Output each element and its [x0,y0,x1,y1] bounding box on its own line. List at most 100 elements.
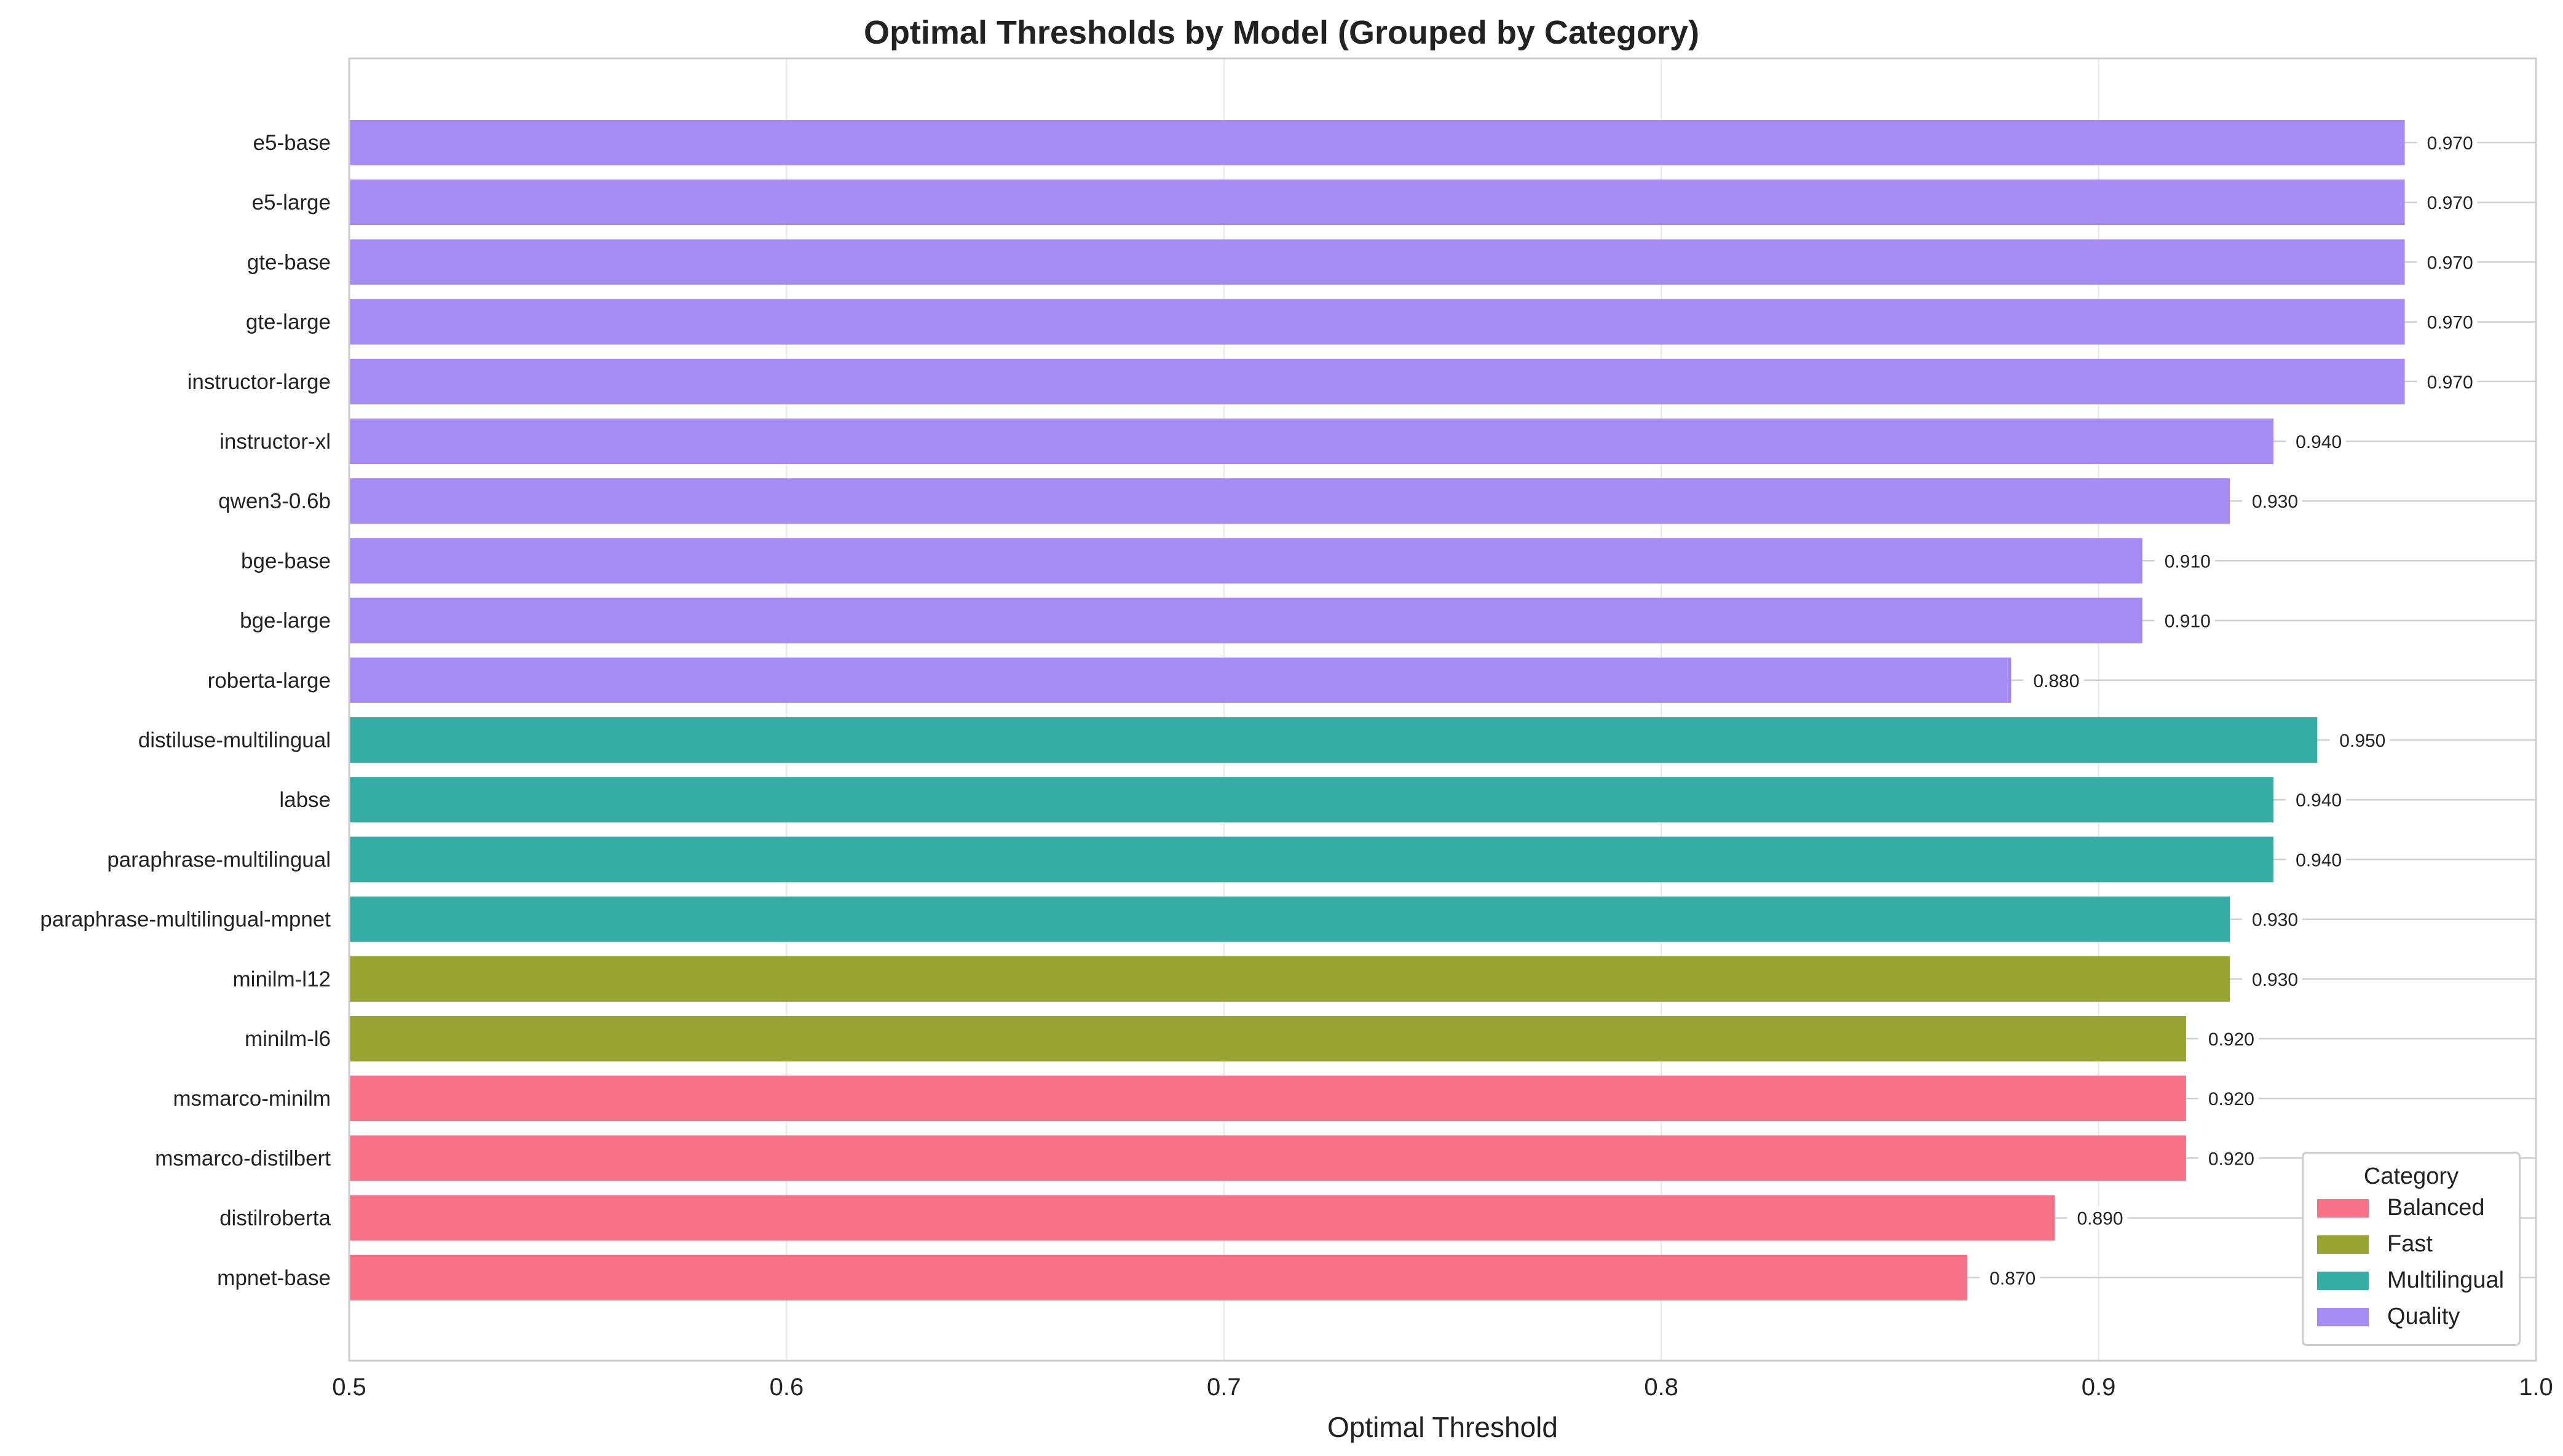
bar-label-background [2417,131,2478,154]
bar-label-background [2417,310,2478,334]
bar [349,1076,2186,1122]
y-tick-label: gte-base [247,250,331,274]
y-tick-labels: e5-base e5-large gte-base gte-large instruct… [40,131,331,1290]
bar-value-label: 0.910 [2165,612,2211,632]
x-tick-label: 0.9 [2082,1374,2116,1401]
bar-label-background [2198,1087,2259,1111]
y-tick-label: e5-base [253,131,331,155]
bar [349,419,2274,464]
bar [349,179,2405,226]
bar [349,478,2230,524]
bar-value-label: 0.920 [2208,1029,2254,1050]
bar-value-label: 0.970 [2427,133,2473,154]
chart-title: Optimal Thresholds by Model (Grouped by … [863,14,1700,51]
bar-value-label: 0.880 [2033,671,2079,691]
bar-label-background [2417,369,2478,393]
y-tick-label: paraphrase-multilingual-mpnet [40,908,331,932]
bar-label-background [2329,728,2390,752]
legend-title: Category [2363,1163,2459,1189]
y-tick-label: msmarco-minilm [173,1087,331,1111]
bar-value-label: 0.930 [2252,970,2298,990]
bar-label-background [2417,250,2478,274]
x-axis-label: Optimal Threshold [1327,1411,1558,1443]
x-tick-labels: 0.5 0.6 0.7 0.8 0.9 1.0 [332,1374,2553,1401]
y-tick-label: distilroberta [219,1206,331,1230]
bar-label-background [2242,907,2303,931]
y-tick-label: minilm-l12 [233,967,331,991]
bar-label-background [2023,668,2084,692]
bar [349,120,2405,165]
legend-swatch [2317,1307,2369,1326]
bar-label-background [2154,549,2215,573]
y-tick-label: qwen3-0.6b [218,489,331,513]
bar-label-background [2067,1206,2128,1230]
bar [349,239,2405,285]
bar [349,1135,2186,1181]
y-tick-label: instructor-xl [219,430,331,454]
bar-label-background [1980,1265,2040,1289]
y-tick-label: e5-large [252,191,331,214]
bar [349,538,2142,584]
legend-item: Multilingual [2317,1262,2519,1299]
bar [349,717,2318,763]
bar [349,896,2230,942]
y-tick-label: msmarco-distilbert [155,1146,331,1170]
legend-item: Balanced [2317,1190,2519,1226]
bar-value-label: 0.970 [2427,193,2473,213]
bar-value-label: 0.920 [2208,1149,2254,1169]
bar [349,657,2012,703]
y-tick-label: paraphrase-multilingual [107,848,331,872]
bar [349,358,2405,404]
x-tick-label: 0.8 [1644,1374,1678,1401]
y-tick-label: roberta-large [208,669,331,693]
legend-label: Fast [2387,1231,2433,1257]
legend-swatch [2317,1198,2369,1218]
y-tick-label: bge-large [240,609,331,633]
bar [349,836,2274,883]
bar-value-label: 0.940 [2296,850,2342,870]
legend-label: Multilingual [2387,1267,2505,1293]
plot-area-frame [348,57,2537,1362]
bar-value-label: 0.940 [2296,790,2342,811]
x-tick-label: 0.6 [770,1374,804,1401]
bar-value-label: 0.950 [2339,731,2385,751]
bar-label-background [2198,1027,2259,1050]
legend-item: Fast [2317,1226,2519,1262]
y-tick-label: labse [279,788,331,812]
y-tick-label: bge-base [241,549,331,573]
bar [349,299,2405,345]
bar-value-label: 0.970 [2427,372,2473,393]
legend: Category Balanced Fast Multilingual Quality [2302,1152,2521,1346]
bar [349,597,2142,643]
y-tick-label: distiluse-multilingual [138,728,331,752]
bar-label-background [2198,1146,2259,1170]
bar [349,1016,2186,1061]
y-tick-label: minilm-l6 [245,1027,331,1051]
bar [349,1254,1968,1301]
bars [349,120,2405,1301]
bar-label-background [2286,430,2347,453]
legend-swatch [2317,1271,2369,1290]
bar [349,956,2230,1002]
bar-value-label: 0.970 [2427,313,2473,333]
bar-label-background [2417,191,2478,214]
bar-value-label: 0.930 [2252,492,2298,512]
bar-value-label: 0.970 [2427,253,2473,273]
bar [349,777,2274,823]
x-tick-label: 0.5 [332,1374,366,1401]
bar-value-label: 0.930 [2252,910,2298,931]
bar-label-background [2286,788,2347,812]
bar-value-label: 0.920 [2208,1089,2254,1109]
bar-value-labels: 0.970 0.970 0.970 0.970 0.970 0.940 0.930 0.910… [1980,131,2478,1289]
bar-value-label: 0.890 [2077,1209,2123,1229]
x-tick-label: 1.0 [2519,1374,2553,1401]
y-tick-label: mpnet-base [217,1266,331,1290]
legend-swatch [2317,1235,2369,1254]
legend-label: Quality [2387,1304,2460,1329]
legend-item: Quality [2317,1299,2519,1335]
x-tick-label: 0.7 [1207,1374,1241,1401]
bar-label-background [2154,608,2215,632]
bar-label-background [2286,848,2347,872]
bar-value-label: 0.940 [2296,432,2342,452]
